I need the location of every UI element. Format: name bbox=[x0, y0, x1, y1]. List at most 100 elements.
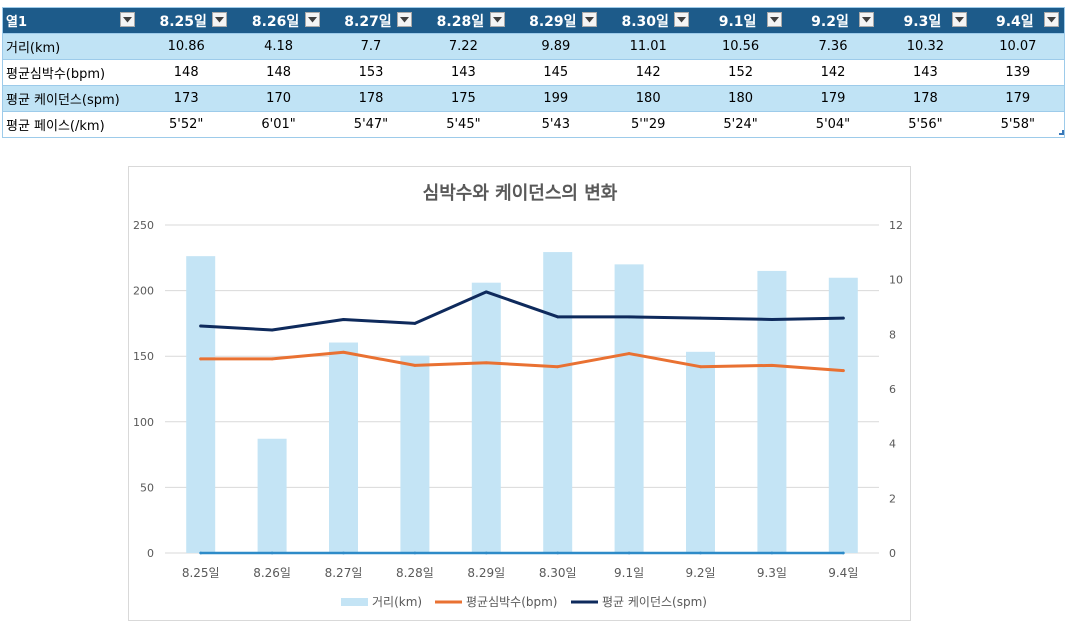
header-cell-date[interactable]: 8.25일 bbox=[140, 8, 232, 33]
value-cell[interactable]: 179 bbox=[1005, 91, 1031, 106]
header-cell-date[interactable]: 9.1일 bbox=[694, 8, 786, 33]
value-cell[interactable]: 178 bbox=[358, 91, 384, 106]
filter-dropdown-button[interactable] bbox=[1044, 12, 1059, 27]
filter-dropdown-button[interactable] bbox=[859, 12, 875, 27]
value-cell[interactable]: 173 bbox=[173, 91, 199, 106]
value-cell[interactable]: 7.36 bbox=[818, 39, 848, 54]
header-cell-date[interactable]: 9.3일 bbox=[879, 8, 971, 33]
value-cell[interactable]: 143 bbox=[450, 65, 476, 80]
header-label: 열1 bbox=[6, 15, 28, 30]
distance-bar bbox=[614, 264, 644, 553]
header-cell-date[interactable]: 8.29일 bbox=[510, 8, 602, 33]
table-resize-handle[interactable] bbox=[1059, 130, 1064, 135]
value-cell[interactable]: 148 bbox=[173, 65, 199, 80]
filter-dropdown-button[interactable] bbox=[120, 12, 135, 27]
table-row: 평균 케이던스(spm) 173 170 178 175 199 180 180 179 178 1… bbox=[3, 85, 1064, 111]
value-cell[interactable]: 142 bbox=[820, 65, 846, 80]
value-cell[interactable]: 7.22 bbox=[448, 39, 478, 54]
header-cell-date[interactable]: 8.26일 bbox=[232, 8, 324, 33]
row-label-cell[interactable]: 평균 페이스(/km) bbox=[6, 119, 105, 134]
legend-item-distance: 거리(km) bbox=[341, 595, 422, 609]
value-cell[interactable]: 5'04" bbox=[815, 117, 851, 132]
value-cell[interactable]: 145 bbox=[543, 65, 569, 80]
header-label: 8.28일 bbox=[436, 13, 485, 30]
chevron-down-icon bbox=[677, 16, 687, 22]
chart-area[interactable]: 심박수와 케이던스의 변화 0 50 100 150 200 250 0 2 4 6 8 10 12 8.2… bbox=[128, 166, 911, 621]
value-cell[interactable]: 5'56" bbox=[908, 117, 943, 132]
value-cell[interactable]: 178 bbox=[912, 91, 938, 106]
value-cell[interactable]: 180 bbox=[635, 91, 661, 106]
right-axis-tick-label: 12 bbox=[889, 219, 903, 232]
right-axis-tick-label: 6 bbox=[889, 383, 896, 396]
filter-dropdown-button[interactable] bbox=[766, 12, 782, 27]
combo-chart: 심박수와 케이던스의 변화 0 50 100 150 200 250 0 2 4 6 8 10 12 8.2… bbox=[133, 183, 903, 609]
chevron-down-icon bbox=[215, 16, 225, 22]
heart-rate-point bbox=[841, 369, 845, 373]
header-cell-date[interactable]: 9.2일 bbox=[787, 8, 879, 33]
value-cell[interactable]: 152 bbox=[728, 65, 753, 80]
value-cell[interactable]: 142 bbox=[635, 65, 661, 80]
distance-bar bbox=[329, 342, 358, 553]
cadence-series-line bbox=[199, 290, 845, 332]
x-axis-tick-label: 8.27일 bbox=[325, 566, 363, 580]
value-cell[interactable]: 5'"29 bbox=[631, 117, 666, 132]
header-cell-date[interactable]: 8.28일 bbox=[417, 8, 509, 33]
filter-dropdown-button[interactable] bbox=[674, 12, 690, 27]
x-axis-tick-label: 8.28일 bbox=[396, 566, 434, 580]
value-cell[interactable]: 9.89 bbox=[541, 39, 571, 54]
value-cell[interactable]: 7.7 bbox=[360, 39, 382, 54]
value-cell[interactable]: 148 bbox=[266, 65, 291, 80]
value-cell[interactable]: 143 bbox=[912, 65, 938, 80]
value-cell[interactable]: 5'45" bbox=[446, 117, 481, 132]
value-cell[interactable]: 5'43 bbox=[541, 117, 570, 132]
value-cell[interactable]: 10.56 bbox=[721, 39, 760, 54]
filter-dropdown-button[interactable] bbox=[397, 12, 413, 27]
distance-bar bbox=[471, 282, 501, 553]
filter-dropdown-button[interactable] bbox=[489, 12, 505, 27]
value-cell[interactable]: 5'52" bbox=[169, 117, 204, 132]
header-cell-date[interactable]: 9.4일 bbox=[972, 8, 1064, 33]
row-label-cell[interactable]: 평균심박수(bpm) bbox=[6, 67, 106, 82]
chevron-down-icon bbox=[492, 16, 502, 22]
filter-dropdown-button[interactable] bbox=[304, 12, 320, 27]
header-cell-date[interactable]: 8.30일 bbox=[602, 8, 694, 33]
value-cell[interactable]: 5'58" bbox=[1000, 117, 1035, 132]
value-cell[interactable]: 10.07 bbox=[999, 39, 1037, 54]
chart-title: 심박수와 케이던스의 변화 bbox=[423, 183, 618, 204]
value-cell[interactable]: 10.86 bbox=[167, 39, 205, 54]
right-axis-tick-label: 4 bbox=[889, 438, 896, 451]
filter-dropdown-button[interactable] bbox=[582, 12, 597, 27]
heart-rate-point bbox=[627, 352, 631, 355]
legend-label: 평균 케이던스(spm) bbox=[602, 595, 707, 609]
filter-dropdown-button[interactable] bbox=[212, 12, 228, 27]
header-cell-row-label[interactable]: 열1 bbox=[3, 8, 140, 33]
value-cell[interactable]: 179 bbox=[820, 91, 846, 106]
right-axis-tick-label: 2 bbox=[889, 492, 896, 505]
filter-dropdown-button[interactable] bbox=[951, 12, 967, 27]
value-cell[interactable]: 11.01 bbox=[629, 39, 667, 54]
value-cell[interactable]: 199 bbox=[543, 91, 569, 106]
left-axis-tick-label: 150 bbox=[133, 350, 154, 363]
pace-point bbox=[342, 551, 345, 555]
chevron-down-icon bbox=[862, 16, 872, 22]
heart-rate-point bbox=[413, 363, 417, 367]
value-cell[interactable]: 170 bbox=[266, 91, 291, 106]
cadence-point bbox=[484, 290, 488, 294]
row-label-cell[interactable]: 평균 케이던스(spm) bbox=[6, 93, 120, 108]
row-label-cell[interactable]: 거리(km) bbox=[6, 41, 61, 56]
value-cell[interactable]: 5'47" bbox=[353, 117, 389, 132]
right-axis-tick-label: 0 bbox=[889, 547, 896, 560]
value-cell[interactable]: 6'01" bbox=[261, 117, 296, 132]
value-cell[interactable]: 4.18 bbox=[264, 39, 294, 54]
value-cell[interactable]: 5'24" bbox=[723, 117, 758, 132]
left-axis-tick-label: 50 bbox=[140, 481, 154, 494]
value-cell[interactable]: 10.32 bbox=[906, 39, 944, 54]
value-cell[interactable]: 175 bbox=[450, 91, 476, 106]
x-axis-tick-label: 9.4일 bbox=[828, 566, 858, 580]
value-cell[interactable]: 139 bbox=[1005, 65, 1031, 80]
value-cell[interactable]: 153 bbox=[358, 65, 384, 80]
header-cell-date[interactable]: 8.27일 bbox=[325, 8, 417, 33]
x-axis-tick-label: 9.1일 bbox=[614, 566, 644, 580]
value-cell[interactable]: 180 bbox=[728, 91, 753, 106]
pace-point bbox=[484, 551, 488, 555]
